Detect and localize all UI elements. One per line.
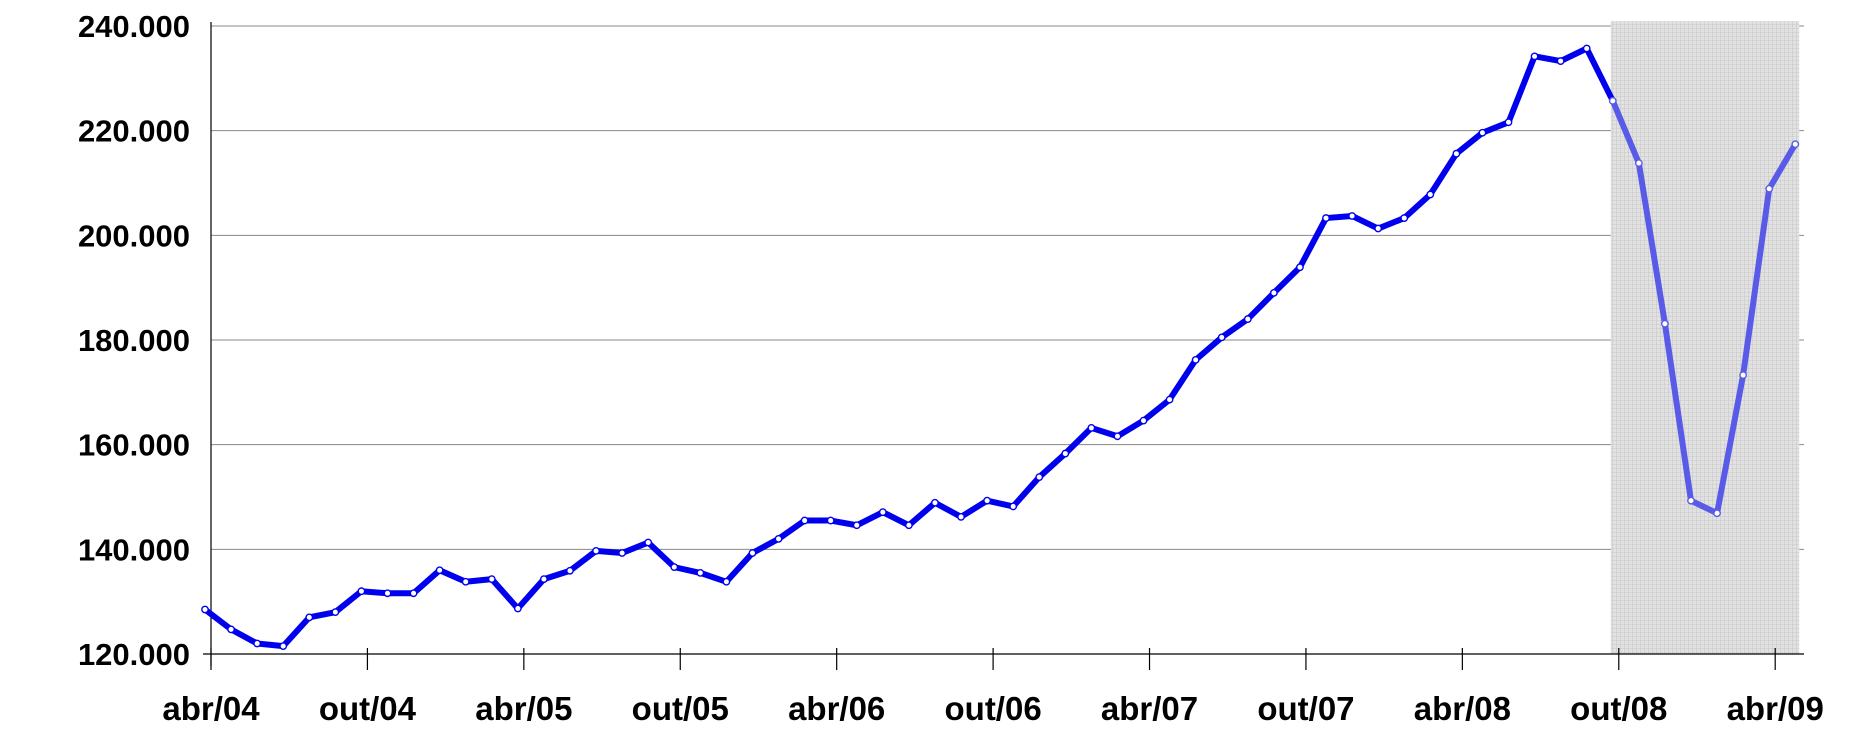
point xyxy=(1009,502,1018,511)
point xyxy=(331,608,340,617)
point xyxy=(670,563,679,572)
x-tick-label: abr/08 xyxy=(1414,690,1511,727)
y-tick-label: 200.000 xyxy=(78,218,190,253)
line xyxy=(203,45,1616,650)
point xyxy=(852,521,861,530)
point xyxy=(1217,333,1226,342)
point xyxy=(305,613,314,622)
point xyxy=(1452,149,1461,158)
shaded-region xyxy=(1610,21,1800,654)
point xyxy=(1426,190,1435,199)
point xyxy=(644,538,653,547)
point xyxy=(357,587,366,596)
point xyxy=(1661,319,1669,328)
point xyxy=(592,547,600,555)
y-tick-label: 120.000 xyxy=(78,637,190,672)
x-tick-label: out/07 xyxy=(1257,690,1354,727)
x-tick-label: abr/04 xyxy=(162,690,260,727)
point xyxy=(1765,184,1774,193)
point xyxy=(1113,432,1122,441)
point xyxy=(383,589,392,598)
point xyxy=(1739,371,1748,379)
point xyxy=(1400,214,1409,222)
point xyxy=(696,568,705,577)
point xyxy=(774,534,783,543)
point xyxy=(435,566,444,575)
point xyxy=(1061,449,1070,458)
point xyxy=(931,498,939,507)
point xyxy=(722,577,731,586)
point xyxy=(1243,315,1252,323)
point xyxy=(983,496,991,505)
point xyxy=(227,625,235,634)
y-tick-label: 240.000 xyxy=(78,9,190,44)
point xyxy=(904,521,913,530)
point xyxy=(618,549,627,557)
point xyxy=(253,639,262,648)
x-tick-label: abr/07 xyxy=(1101,690,1198,727)
y-tick-label: 220.000 xyxy=(78,114,190,149)
point xyxy=(566,566,574,575)
y-tick-label: 180.000 xyxy=(78,323,190,358)
point xyxy=(1191,355,1200,364)
point xyxy=(1139,416,1148,425)
line-shaded xyxy=(1610,99,1798,517)
point xyxy=(1269,288,1278,297)
point xyxy=(1374,224,1383,233)
point xyxy=(1713,509,1721,518)
point xyxy=(487,575,496,584)
point xyxy=(279,642,288,651)
point xyxy=(826,516,835,525)
point xyxy=(1791,140,1800,149)
x-tick-label: abr/06 xyxy=(788,690,885,727)
point xyxy=(957,512,965,521)
point xyxy=(878,508,887,517)
point xyxy=(461,577,470,586)
point xyxy=(1608,96,1617,105)
point xyxy=(800,516,809,525)
point xyxy=(1165,395,1174,404)
x-tick-label: out/08 xyxy=(1570,690,1667,727)
x-tick-label: abr/09 xyxy=(1727,690,1824,727)
x-tick-label: out/05 xyxy=(632,690,729,727)
point xyxy=(1556,57,1565,65)
point xyxy=(1296,263,1304,272)
point xyxy=(748,549,757,557)
point xyxy=(513,604,522,613)
x-tick-label: abr/05 xyxy=(475,690,572,727)
point xyxy=(540,575,548,584)
point xyxy=(409,589,418,598)
point xyxy=(201,605,209,614)
x-tick-label: out/04 xyxy=(319,690,417,727)
point xyxy=(1687,496,1695,505)
point xyxy=(1322,214,1330,222)
point xyxy=(1348,212,1356,220)
y-tick-label: 140.000 xyxy=(78,532,190,567)
x-tick-label: out/06 xyxy=(945,690,1042,727)
point xyxy=(1035,473,1044,482)
point xyxy=(1087,424,1096,432)
point xyxy=(1582,44,1591,53)
point xyxy=(1504,118,1513,127)
point xyxy=(1530,52,1539,61)
point xyxy=(1634,159,1643,168)
point xyxy=(1478,128,1487,137)
y-tick-label: 160.000 xyxy=(78,428,190,463)
